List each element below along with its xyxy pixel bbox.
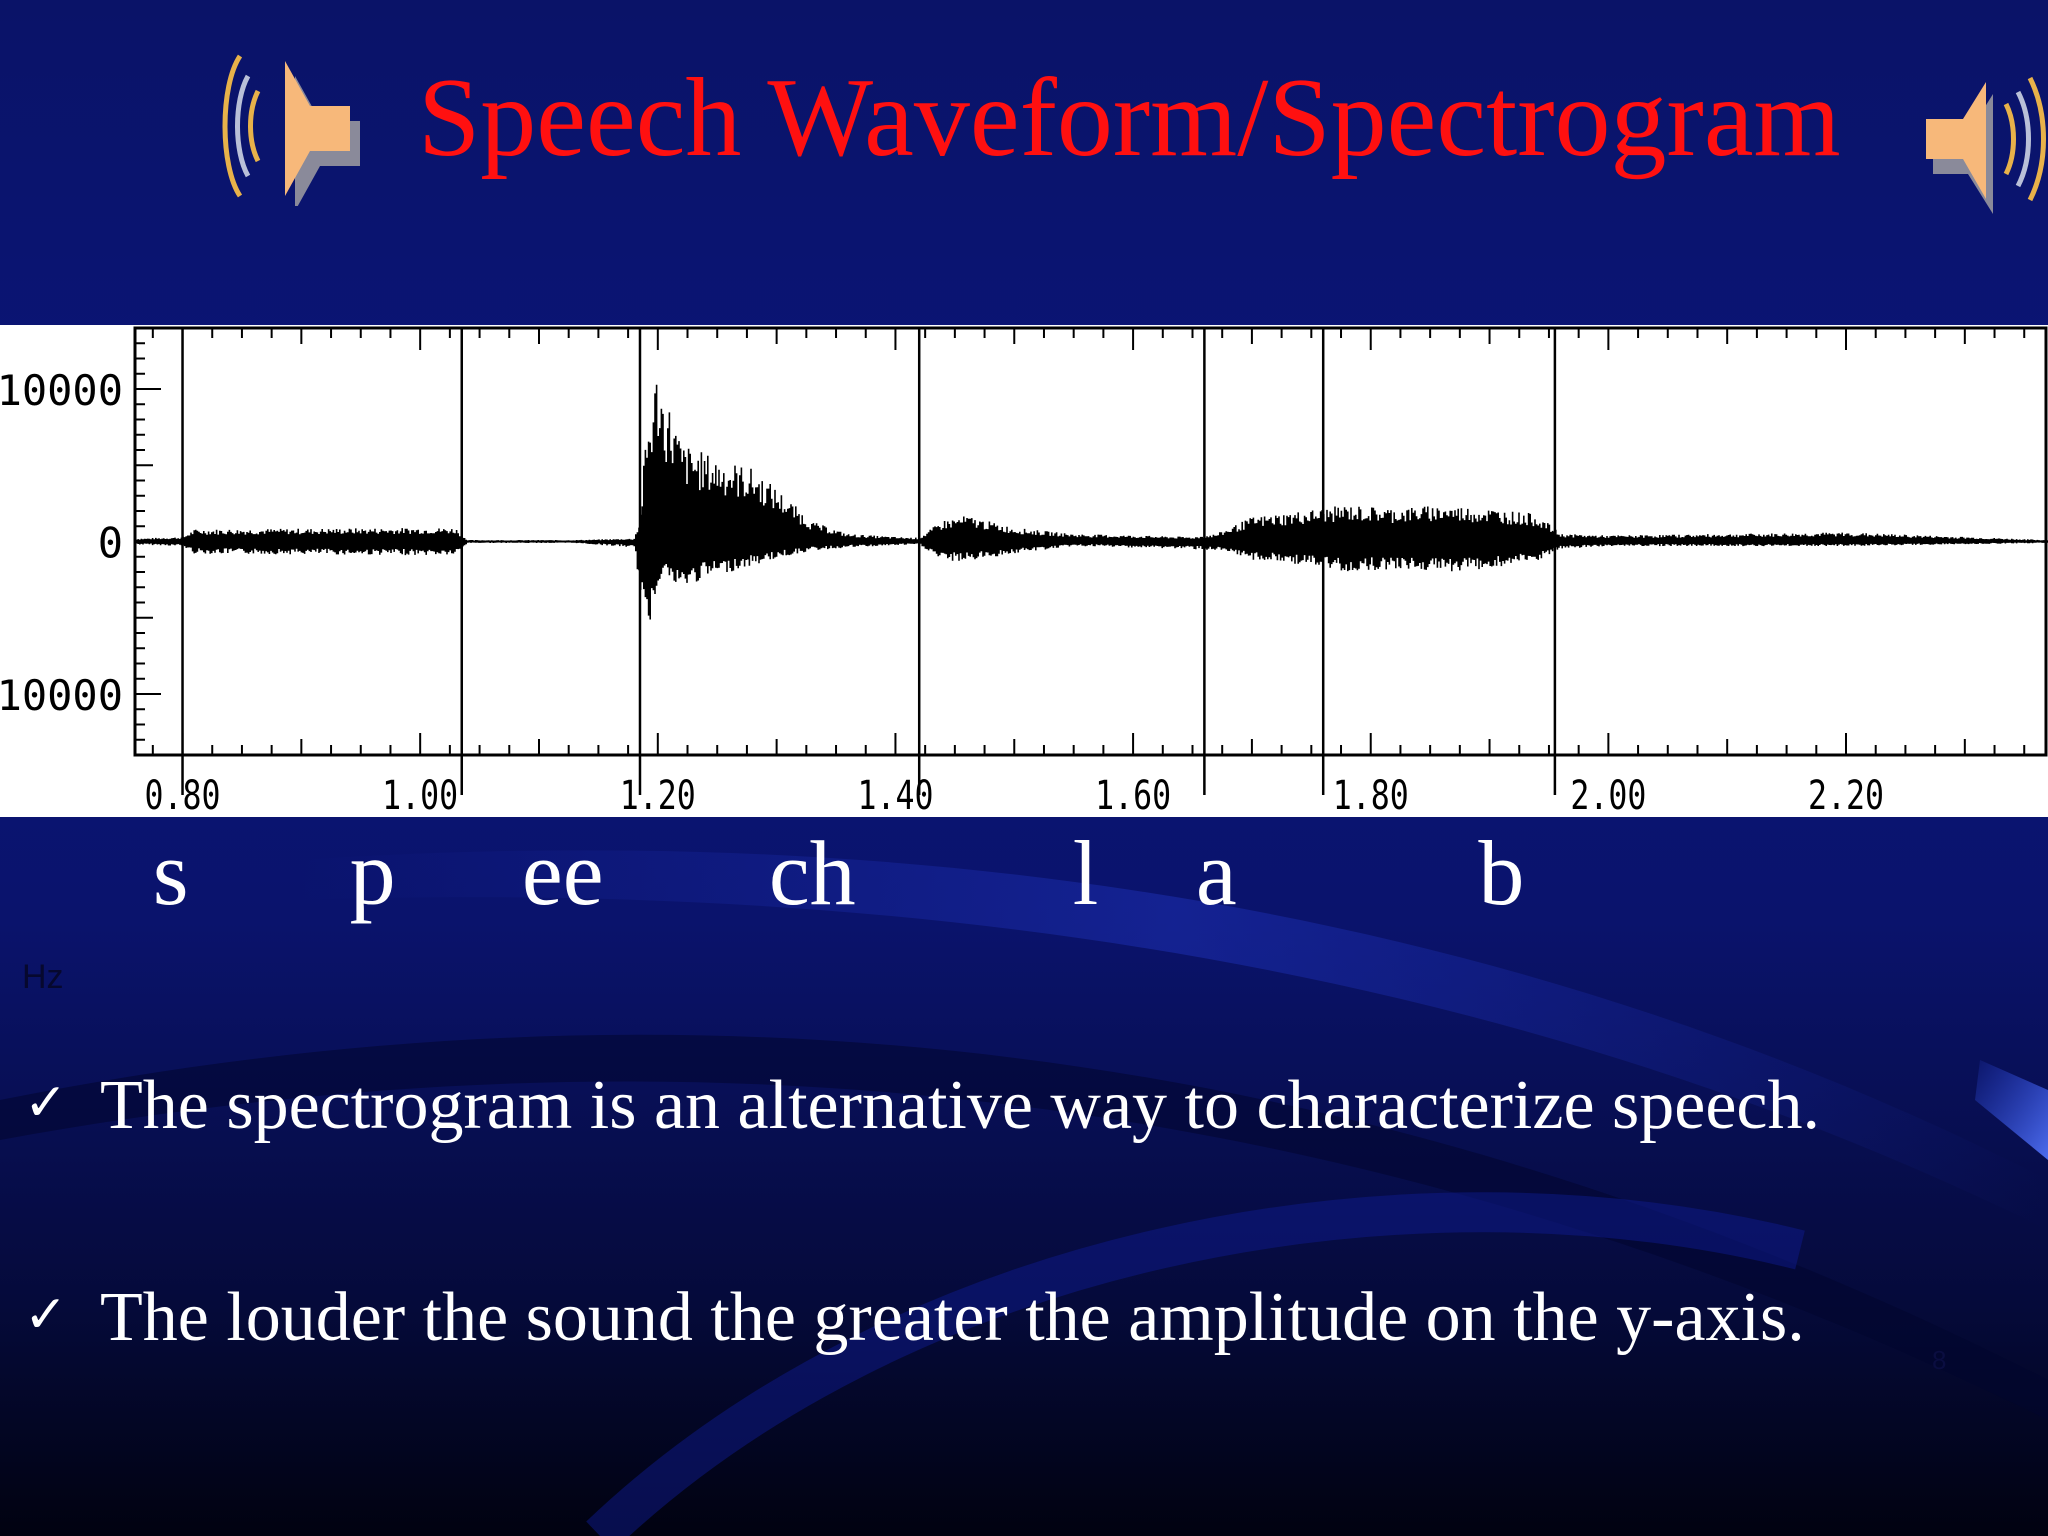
phoneme-label-ee: ee (521, 822, 604, 924)
checkmark-icon: ✓ (24, 1073, 68, 1133)
bullet-amplitude: ✓ The louder the sound the greater the am… (24, 1270, 1805, 1360)
slide-title: Speech Waveform/Spectrogram (418, 56, 1841, 180)
phoneme-label-a: a (1195, 822, 1237, 924)
waveform-plot-panel: 0.80 1.00 1.20 1.40 1.60 1.80 2.00 2.20 10000 0 -1… (0, 325, 2048, 817)
bullet-spectrogram: ✓ The spectrogram is an alternative way t… (24, 1058, 1820, 1148)
hz-label: Hz (22, 958, 64, 996)
x-tick-label: 1.40 (857, 773, 933, 817)
y-tick-label: 10000 (0, 366, 123, 415)
x-tick-label: 1.20 (620, 773, 696, 817)
waveform-series-line (134, 384, 2048, 620)
x-tick-label: 1.00 (382, 773, 458, 817)
x-tick-label: 2.00 (1570, 773, 1646, 817)
speaker-sound-icon (222, 54, 360, 206)
checkmark-icon: ✓ (24, 1285, 68, 1345)
bullet-text: The spectrogram is an alternative way to… (100, 1067, 1820, 1144)
speech-waveform-chart: 0.80 1.00 1.20 1.40 1.60 1.80 2.00 2.20 10000 0 -1… (0, 326, 2048, 817)
phoneme-label-l: l (1072, 822, 1099, 924)
x-tick-label: 1.80 (1333, 773, 1409, 817)
x-tick-label: 2.20 (1808, 773, 1884, 817)
phoneme-label-b: b (1478, 822, 1525, 924)
phoneme-label-p: p (349, 822, 396, 924)
bullet-text: The louder the sound the greater the amp… (100, 1279, 1805, 1356)
x-tick-label: 0.80 (145, 773, 221, 817)
x-tick-label: 1.60 (1095, 773, 1171, 817)
y-tick-label: 0 (98, 519, 123, 568)
speaker-sound-icon (1926, 76, 2046, 214)
phoneme-label-s: s (152, 822, 189, 924)
y-tick-label: -10000 (0, 671, 123, 720)
phoneme-label-ch: ch (768, 822, 856, 924)
slide-number: 8 (1932, 1345, 1947, 1375)
